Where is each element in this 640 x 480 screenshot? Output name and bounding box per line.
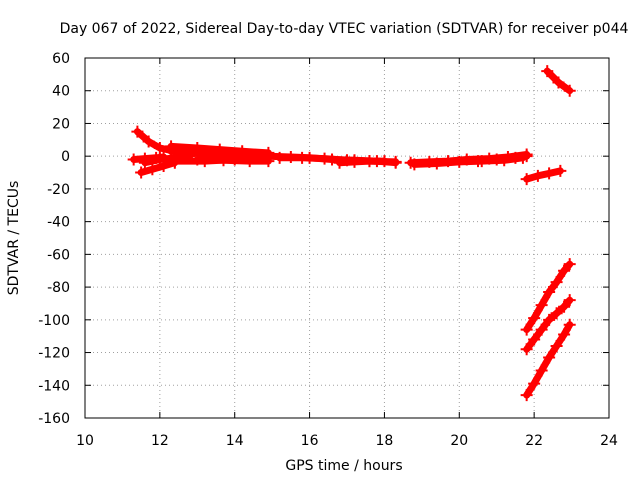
data-point — [509, 151, 522, 164]
data-point — [389, 155, 402, 168]
data-point — [378, 155, 391, 168]
data-point — [563, 258, 576, 271]
data-point — [520, 173, 533, 186]
data-point — [363, 155, 376, 168]
data-point — [535, 299, 548, 312]
data-point — [563, 84, 576, 97]
data-point — [168, 155, 181, 168]
data-point — [550, 340, 563, 352]
data-point — [146, 163, 159, 176]
data-point — [153, 142, 166, 154]
data-point — [552, 76, 565, 89]
data-point — [273, 151, 286, 164]
data-point — [520, 389, 533, 402]
x-tick-labels: 10 12 14 16 18 20 22 24 — [76, 433, 618, 449]
data-point — [550, 307, 563, 320]
data-point — [535, 364, 548, 377]
x-tick-label: 22 — [525, 433, 543, 449]
plot-frame — [84, 57, 610, 419]
data-trace — [141, 152, 194, 167]
data-point — [563, 318, 576, 331]
x-tick-label: 10 — [76, 433, 94, 449]
x-tick-label: 24 — [600, 433, 618, 449]
data-point — [472, 155, 484, 168]
data-point — [135, 166, 148, 179]
data-point — [191, 153, 204, 166]
data-point — [243, 155, 256, 168]
data-point — [543, 286, 556, 298]
data-point — [528, 333, 541, 346]
data-point — [535, 323, 548, 336]
data-point — [541, 65, 554, 78]
data-point — [563, 294, 576, 307]
x-tick-label: 18 — [376, 433, 394, 449]
data-marks — [127, 65, 576, 402]
y-tick-label: -160 — [38, 411, 70, 427]
data-point — [543, 313, 556, 326]
data-point — [165, 145, 178, 158]
data-point — [348, 155, 361, 168]
data-point — [554, 164, 567, 177]
x-tick-label: 14 — [226, 433, 244, 449]
data-point — [318, 152, 331, 165]
y-tick-label: -140 — [38, 378, 70, 394]
data-point — [543, 167, 556, 180]
y-tick-label: -20 — [47, 182, 70, 198]
data-point — [453, 155, 466, 168]
x-tick-label: 16 — [301, 433, 319, 449]
y-tick-label: 40 — [52, 84, 70, 100]
data-point — [520, 150, 533, 163]
y-tick-label: -120 — [38, 346, 70, 362]
y-tick-label: 60 — [52, 51, 70, 67]
data-point — [490, 153, 503, 166]
y-tick-label: 0 — [61, 149, 70, 165]
data-point — [528, 377, 541, 390]
data-point — [262, 150, 275, 163]
x-axis-label: GPS time / hours — [285, 458, 402, 474]
data-point — [153, 153, 166, 166]
data-point — [520, 323, 533, 336]
grid-lines — [85, 58, 609, 418]
x-tick-label: 12 — [151, 433, 169, 449]
data-point — [408, 158, 421, 171]
data-point — [520, 343, 533, 356]
data-trace — [193, 156, 272, 165]
data-point — [131, 125, 144, 138]
data-point — [558, 328, 571, 341]
x-tick-label: 20 — [450, 433, 468, 449]
data-trace — [523, 167, 564, 183]
y-tick-label: -80 — [47, 280, 70, 296]
y-tick-label: 20 — [52, 116, 70, 132]
data-point — [333, 156, 346, 169]
data-point — [550, 276, 563, 289]
y-tick-label: -100 — [38, 313, 70, 329]
data-point — [543, 351, 556, 364]
data-point — [142, 135, 155, 148]
chart-title: Day 067 of 2022, Sidereal Day-to-day VTE… — [60, 21, 629, 37]
y-tick-label: -40 — [47, 215, 70, 231]
data-trace — [137, 159, 179, 176]
axis-ticks — [84, 57, 610, 419]
data-point — [558, 264, 571, 277]
data-point — [528, 312, 541, 325]
data-point — [138, 156, 151, 169]
data-point — [531, 169, 544, 182]
y-tick-labels: 60 40 20 0 -20 -40 -60 -80 -100 -120 -140 -160 — [38, 51, 70, 427]
data-point — [217, 154, 230, 167]
data-point — [430, 157, 443, 170]
data-point — [127, 153, 140, 166]
y-tick-label: -60 — [47, 247, 70, 263]
data-point — [558, 300, 571, 313]
data-point — [296, 151, 309, 164]
y-axis-label: SDTVAR / TECUs — [6, 181, 22, 296]
data-trace — [336, 157, 388, 167]
